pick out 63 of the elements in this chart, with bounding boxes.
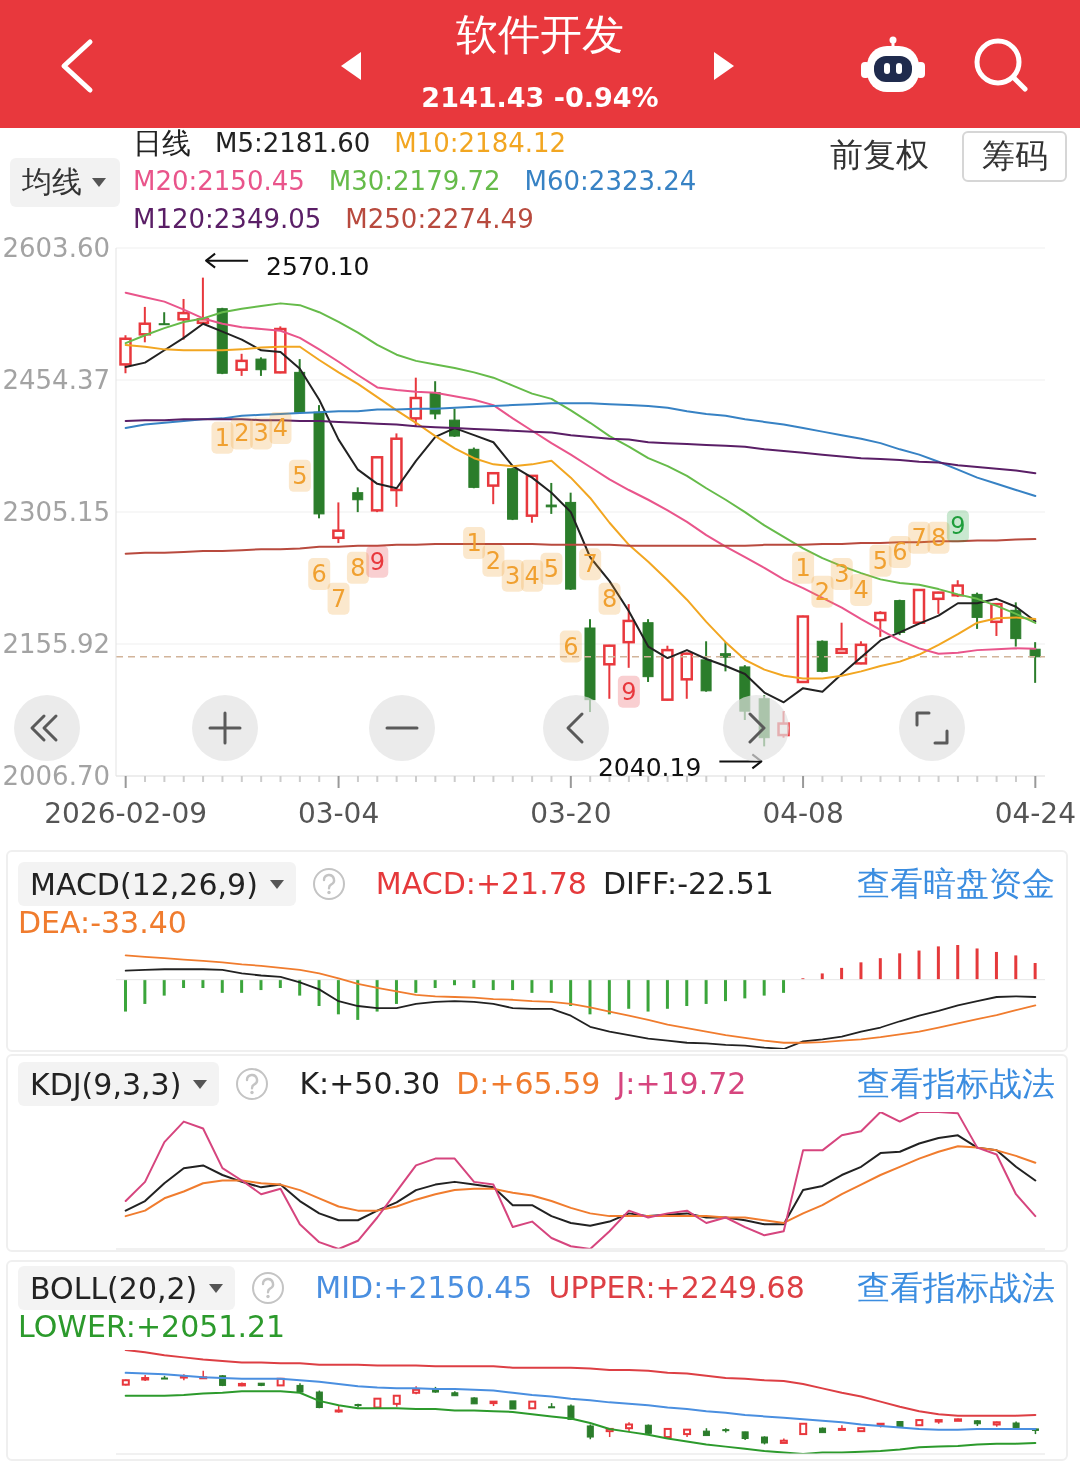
chart-title: BOLL(20,2)	[30, 1270, 198, 1306]
text: M5:2181.60	[215, 127, 371, 160]
annotation: 3	[253, 419, 269, 448]
text: M120:2349.05	[133, 203, 322, 236]
annotation: 1	[795, 553, 811, 582]
y-tick-label: 2454.37	[2, 365, 110, 395]
annotation: 5	[543, 554, 560, 583]
y-tick-label: 2603.60	[2, 233, 110, 263]
annotation: 2	[485, 546, 502, 575]
annotation: 4	[272, 414, 289, 443]
text: MACD:+21.78	[375, 866, 587, 901]
annotation: 4	[853, 575, 869, 604]
text: M10:2184.12	[394, 127, 567, 160]
y-tick-label: 2155.92	[2, 629, 110, 659]
text: K:+50.30	[299, 1066, 441, 1101]
text: 查看指标战法	[857, 1267, 1055, 1309]
annotation: 4	[524, 561, 540, 590]
annotation: 8	[601, 584, 618, 613]
text: M20:2150.45	[133, 165, 305, 198]
text: 均线	[22, 164, 82, 200]
annotation: 7	[582, 550, 598, 579]
annotation: 6	[563, 632, 579, 661]
annotation: 2040.19	[597, 752, 702, 782]
x-tick-label: 2026-02-09	[44, 796, 208, 830]
text: J:+19.72	[616, 1066, 747, 1101]
annotation: 9	[621, 677, 637, 706]
y-tick-label: 2305.15	[2, 497, 110, 527]
annotation: 5	[872, 546, 889, 575]
series-label: LOWER:+2051.21	[18, 1309, 286, 1344]
text: D:+65.59	[456, 1066, 601, 1101]
chart-title: 软件开发	[455, 9, 625, 61]
text: DIFF:-22.51	[602, 866, 774, 901]
x-tick-label: 03-04	[297, 796, 380, 830]
chart-title: MACD(12,26,9)	[30, 866, 258, 902]
annotation: 5	[292, 461, 308, 490]
annotation: 3	[834, 560, 850, 589]
x-tick-label: 04-24	[994, 796, 1077, 830]
text: M250:2274.49	[345, 203, 534, 236]
text: 前复权	[830, 134, 929, 176]
annotation: 2570.10	[266, 252, 370, 282]
text: UPPER:+2249.68	[548, 1270, 805, 1305]
text: 筹码	[962, 131, 1067, 182]
annotation: 1	[214, 423, 231, 452]
text: MID:+2150.45	[315, 1270, 533, 1305]
y-tick-label: 2006.70	[2, 761, 110, 791]
x-tick-label: 03-20	[530, 796, 612, 830]
series-label: DEA:-33.40	[18, 905, 187, 940]
annotation: 6	[311, 560, 327, 589]
text: 查看暗盘资金	[857, 863, 1055, 905]
annotation: 2	[234, 419, 250, 448]
chart-title: KDJ(9,3,3)	[30, 1066, 182, 1102]
annotation: 6	[892, 537, 908, 566]
annotation: 7	[330, 584, 347, 613]
legend-title: 日线	[133, 125, 191, 162]
x-tick-label: 04-08	[762, 796, 844, 830]
annotation: 9	[950, 512, 966, 541]
annotation: 8	[350, 553, 366, 582]
chart-subtitle: 2141.43 -0.94%	[420, 81, 660, 115]
annotation: 3	[505, 561, 521, 590]
text: 查看指标战法	[857, 1063, 1055, 1105]
text: M30:2179.72	[328, 165, 501, 198]
annotation: 9	[369, 547, 385, 576]
text: M60:2323.24	[524, 165, 697, 198]
